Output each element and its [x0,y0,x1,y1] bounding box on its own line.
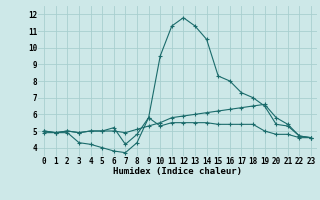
X-axis label: Humidex (Indice chaleur): Humidex (Indice chaleur) [113,167,242,176]
